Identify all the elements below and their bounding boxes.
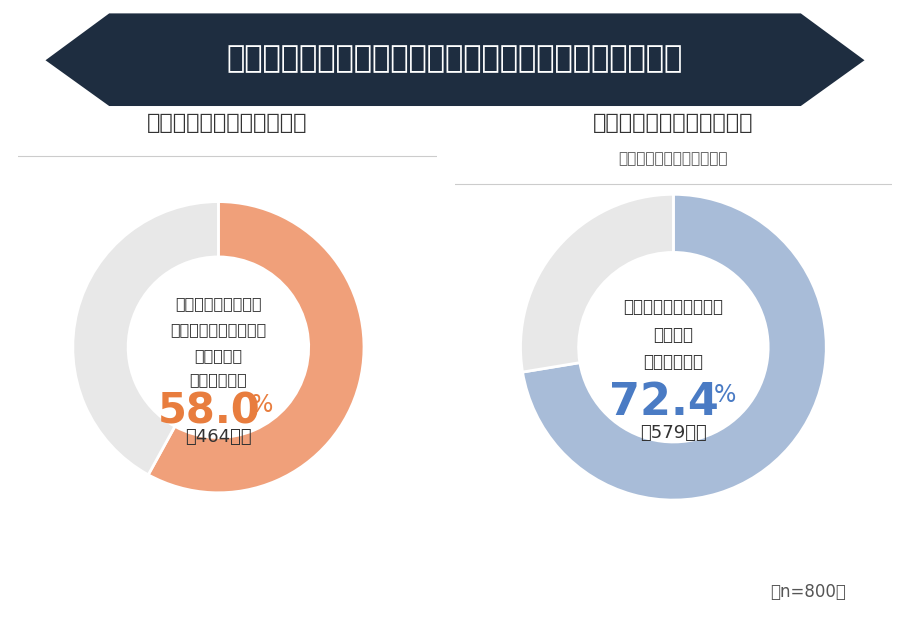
- Text: キャッシュレス決済の評価: キャッシュレス決済の評価: [147, 113, 308, 133]
- Wedge shape: [73, 202, 218, 475]
- Text: キャッシュレス還元が: キャッシュレス還元が: [623, 298, 723, 316]
- Text: %: %: [251, 394, 273, 417]
- Text: 58.0: 58.0: [158, 390, 261, 432]
- Text: 増税を感じた: 増税を感じた: [643, 353, 703, 371]
- Text: （464人）: （464人）: [185, 428, 252, 446]
- Wedge shape: [522, 194, 826, 500]
- Text: あっても: あっても: [653, 326, 693, 344]
- Text: （n=800）: （n=800）: [771, 583, 846, 601]
- Text: （増税感を麻痺させたか）: （増税感を麻痺させたか）: [619, 151, 728, 166]
- Wedge shape: [521, 194, 673, 372]
- Text: %: %: [714, 383, 736, 407]
- Text: 増税後のキャッシュレスに関する意識はどう変化した？: 増税後のキャッシュレスに関する意識はどう変化した？: [227, 45, 683, 74]
- Text: （増税前と比べて）: （増税前と比べて）: [175, 296, 262, 311]
- Polygon shape: [46, 14, 864, 106]
- Text: （579人）: （579人）: [640, 424, 707, 442]
- Text: 利用が増えた: 利用が増えた: [189, 372, 248, 387]
- Text: キャッシュレス還元の評価: キャッシュレス還元の評価: [593, 113, 753, 133]
- Wedge shape: [148, 202, 364, 493]
- Text: 評価する・: 評価する・: [195, 348, 242, 363]
- Text: 72.4: 72.4: [610, 381, 719, 423]
- Text: キャッシュレス決済を: キャッシュレス決済を: [170, 322, 267, 337]
